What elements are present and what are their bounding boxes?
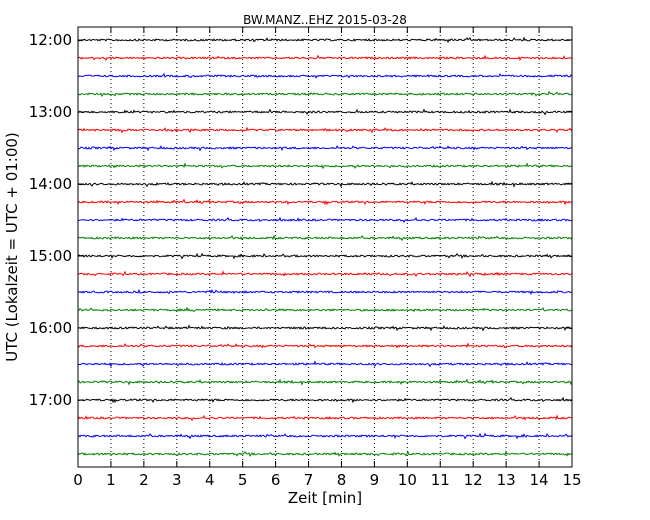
plot-frame (77, 26, 573, 468)
x-tick-label: 14 (530, 471, 549, 489)
trace-1415 (77, 198, 573, 206)
x-tick-label: 5 (238, 471, 248, 489)
trace-1430 (77, 216, 573, 224)
x-tick-label: 11 (431, 471, 450, 489)
trace-1245 (77, 90, 573, 98)
x-tick-label: 13 (497, 471, 516, 489)
trace-1530 (77, 288, 573, 296)
chart-title: BW.MANZ..EHZ 2015-03-28 (243, 13, 407, 27)
trace-1645 (77, 378, 573, 386)
trace-1715 (77, 414, 573, 422)
trace-1445 (77, 234, 573, 242)
trace-1200 (77, 36, 573, 44)
trace-1730 (77, 432, 573, 440)
x-axis-label: Zeit [min] (288, 489, 362, 507)
x-tick-label: 2 (139, 471, 149, 489)
x-tick-label: 7 (304, 471, 314, 489)
trace-1545 (77, 306, 573, 313)
x-tick-label: 10 (398, 471, 417, 489)
trace-1315 (77, 126, 573, 134)
trace-1400 (77, 180, 573, 188)
x-tick-label: 4 (205, 471, 215, 489)
trace-1215 (77, 54, 573, 62)
y-axis-label: UTC (Lokalzeit = UTC + 01:00) (3, 132, 21, 362)
y-tick-label: 13:00 (29, 103, 72, 121)
trace-1230 (77, 72, 573, 79)
trace-1300 (77, 108, 573, 116)
y-axis-ticks: 12:00 13:00 14:00 15:00 16:00 17:00 (29, 31, 572, 409)
y-tick-label: 16:00 (29, 319, 72, 337)
x-tick-label: 15 (562, 471, 581, 489)
y-tick-label: 12:00 (29, 31, 72, 49)
trace-1700 (77, 396, 573, 404)
y-tick-label: 14:00 (29, 175, 72, 193)
vertical-gridlines (110, 27, 540, 467)
trace-1615 (77, 342, 573, 349)
seismogram-traces (77, 36, 573, 458)
trace-1630 (77, 360, 573, 368)
trace-1330 (77, 144, 573, 152)
x-tick-label: 1 (106, 471, 116, 489)
x-tick-label: 0 (73, 471, 83, 489)
trace-1600 (77, 324, 573, 332)
x-tick-label: 9 (370, 471, 380, 489)
trace-1515 (77, 270, 573, 278)
x-tick-label: 3 (172, 471, 182, 489)
y-tick-label: 17:00 (29, 391, 72, 409)
trace-1745 (77, 450, 573, 458)
x-tick-label: 8 (337, 471, 347, 489)
x-tick-label: 6 (271, 471, 281, 489)
trace-1345 (77, 162, 573, 170)
trace-1500 (77, 252, 573, 260)
y-tick-label: 15:00 (29, 247, 72, 265)
x-tick-label: 12 (464, 471, 483, 489)
x-axis-ticks: 0 1 2 3 4 5 6 7 8 9 10 11 12 13 14 15 (73, 27, 582, 489)
